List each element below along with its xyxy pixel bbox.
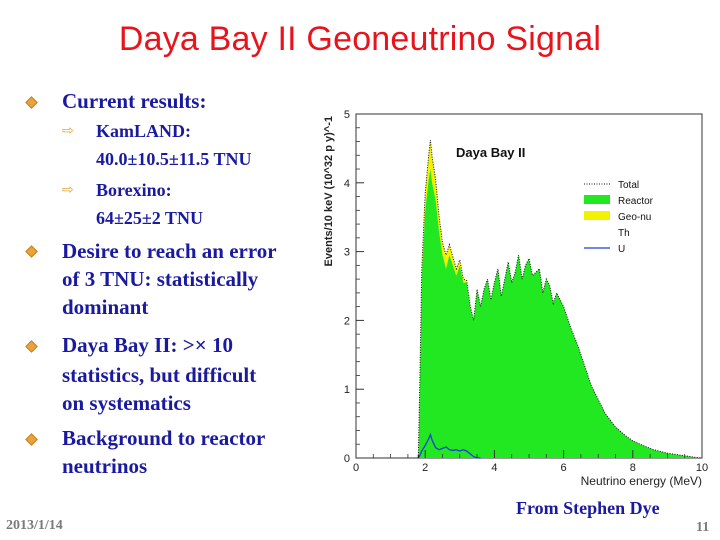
bullet-desire-line3: dominant (62, 295, 149, 319)
arrow-right-icon: ⇨ (62, 123, 74, 139)
y-tick-label: 4 (344, 178, 350, 190)
y-axis-label: Events/10 keV (10^32 p y)^-1 (323, 116, 335, 266)
y-tick-label: 1 (344, 384, 350, 396)
bullet-diamond-icon (25, 340, 38, 353)
sub-kamland-value: 40.0±10.5±11.5 TNU (96, 149, 252, 169)
sub-kamland-label: KamLAND: (96, 121, 191, 141)
footer-date: 2013/1/14 (6, 518, 63, 533)
page-number: 11 (696, 520, 710, 535)
bullet-diamond-icon (25, 96, 38, 109)
bullet-daya-line2: statistics, but difficult (62, 363, 257, 387)
sub-borexino-value: 64±25±2 TNU (96, 208, 203, 228)
reactor-area (418, 169, 702, 458)
credit-text: From Stephen Dye (516, 498, 660, 518)
bullet-diamond-icon (25, 433, 38, 446)
y-tick-label: 0 (344, 453, 350, 465)
arrow-right-icon: ⇨ (62, 182, 74, 198)
legend-label: Reactor (618, 196, 654, 207)
x-tick-label: 8 (630, 462, 636, 474)
bullet-desire-line1: Desire to reach an error (62, 239, 277, 263)
slide-title: Daya Bay II Geoneutrino Signal (118, 20, 602, 58)
y-tick-label: 2 (344, 315, 350, 327)
bullet-daya-line1: Daya Bay II: >× 10 (62, 333, 233, 357)
legend-swatch (584, 195, 610, 204)
x-tick-label: 10 (696, 462, 708, 474)
bullet-daya-line3: on systematics (62, 391, 191, 415)
bullet-desire-line2: of 3 TNU: statistically (62, 267, 259, 291)
bullet-background-line2: neutrinos (62, 454, 148, 478)
x-tick-label: 4 (491, 462, 497, 474)
x-tick-label: 0 (353, 462, 359, 474)
legend-swatch (584, 211, 610, 220)
u-line (417, 432, 481, 459)
legend-label: U (618, 244, 625, 255)
legend-label: Total (618, 180, 639, 191)
x-tick-label: 6 (561, 462, 567, 474)
total-line (417, 140, 703, 459)
x-tick-label: 2 (422, 462, 428, 474)
y-tick-label: 5 (344, 109, 350, 121)
sub-borexino-label: Borexino: (96, 180, 172, 200)
chart-title: Daya Bay II (456, 145, 525, 160)
legend-label: Th (618, 228, 630, 239)
legend-label: Geo-nu (618, 212, 651, 223)
x-axis-label: Neutrino energy (MeV) (581, 474, 702, 488)
y-tick-label: 3 (344, 247, 350, 259)
bullet-current-results: Current results: (62, 89, 207, 113)
bullet-background-line1: Background to reactor (62, 426, 266, 450)
bullet-diamond-icon (25, 245, 38, 258)
